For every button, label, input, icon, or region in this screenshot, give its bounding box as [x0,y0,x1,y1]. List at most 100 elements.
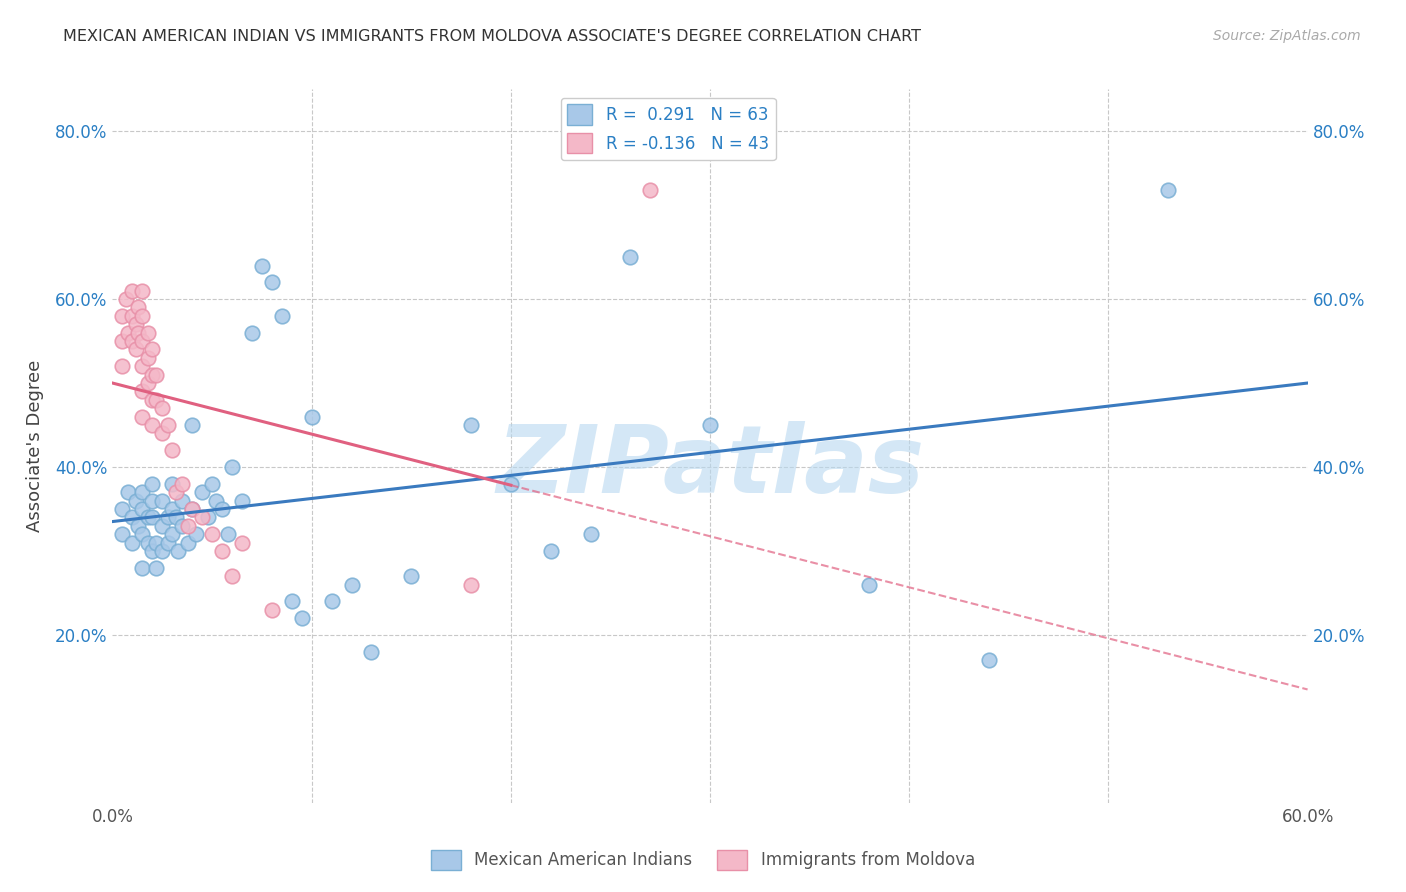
Point [201,527,224,541]
Point [619,250,641,264]
Point [360,645,382,659]
Point [181,502,204,516]
Point [117,326,139,340]
Point [131,527,153,541]
Point [150,518,173,533]
Point [127,301,149,315]
Point [131,384,153,399]
Point [111,309,134,323]
Point [127,518,149,533]
Point [186,527,208,541]
Point [221,569,243,583]
Point [138,326,160,340]
Point [191,510,214,524]
Point [177,535,200,549]
Point [217,527,239,541]
Point [858,577,880,591]
Point [131,284,153,298]
Point [177,518,200,533]
Point [131,560,153,574]
Point [150,401,173,416]
Point [165,485,187,500]
Point [181,417,204,432]
Point [150,544,173,558]
Point [162,527,183,541]
Point [121,535,143,549]
Point [321,594,343,608]
Point [499,476,522,491]
Point [131,309,153,323]
Point [117,485,139,500]
Point [141,493,163,508]
Point [460,577,482,591]
Point [250,259,273,273]
Point [115,292,138,306]
Point [131,334,153,348]
Point [145,535,167,549]
Point [191,485,214,500]
Point [131,485,153,500]
Point [145,560,167,574]
Point [579,527,602,541]
Point [172,493,194,508]
Point [141,392,163,407]
Point [699,417,721,432]
Point [141,343,163,357]
Point [111,502,134,516]
Point [121,284,143,298]
Point [162,443,183,458]
Point [131,359,153,374]
Point [167,544,190,558]
Point [145,368,167,382]
Point [211,502,233,516]
Point [125,318,148,332]
Point [138,376,160,390]
Point [181,502,204,516]
Point [125,493,148,508]
Point [260,275,283,289]
Point [131,409,153,424]
Text: Source: ZipAtlas.com: Source: ZipAtlas.com [1213,29,1361,43]
Point [127,326,149,340]
Point [197,510,219,524]
Point [150,493,173,508]
Point [138,535,160,549]
Legend: Mexican American Indians, Immigrants from Moldova: Mexican American Indians, Immigrants fro… [425,843,981,877]
Point [240,326,263,340]
Point [121,309,143,323]
Point [540,544,562,558]
Point [260,603,283,617]
Point [172,476,194,491]
Point [340,577,363,591]
Point [281,594,304,608]
Text: MEXICAN AMERICAN INDIAN VS IMMIGRANTS FROM MOLDOVA ASSOCIATE'S DEGREE CORRELATIO: MEXICAN AMERICAN INDIAN VS IMMIGRANTS FR… [63,29,921,44]
Point [157,535,180,549]
Point [141,476,163,491]
Point [172,518,194,533]
Point [157,510,180,524]
Point [221,460,243,475]
Point [141,417,163,432]
Point [1157,183,1180,197]
Point [231,535,253,549]
Point [301,409,323,424]
Point [121,510,143,524]
Point [125,343,148,357]
Point [640,183,662,197]
Point [111,527,134,541]
Point [138,351,160,365]
Point [131,502,153,516]
Point [145,392,167,407]
Point [401,569,423,583]
Point [138,510,160,524]
Point [141,368,163,382]
Point [231,493,253,508]
Point [141,544,163,558]
Point [270,309,292,323]
Point [977,653,1000,667]
Point [111,359,134,374]
Legend: R =  0.291   N = 63, R = -0.136   N = 43: R = 0.291 N = 63, R = -0.136 N = 43 [561,97,776,160]
Point [460,417,482,432]
Text: ZIPatlas: ZIPatlas [496,421,924,514]
Point [211,544,233,558]
